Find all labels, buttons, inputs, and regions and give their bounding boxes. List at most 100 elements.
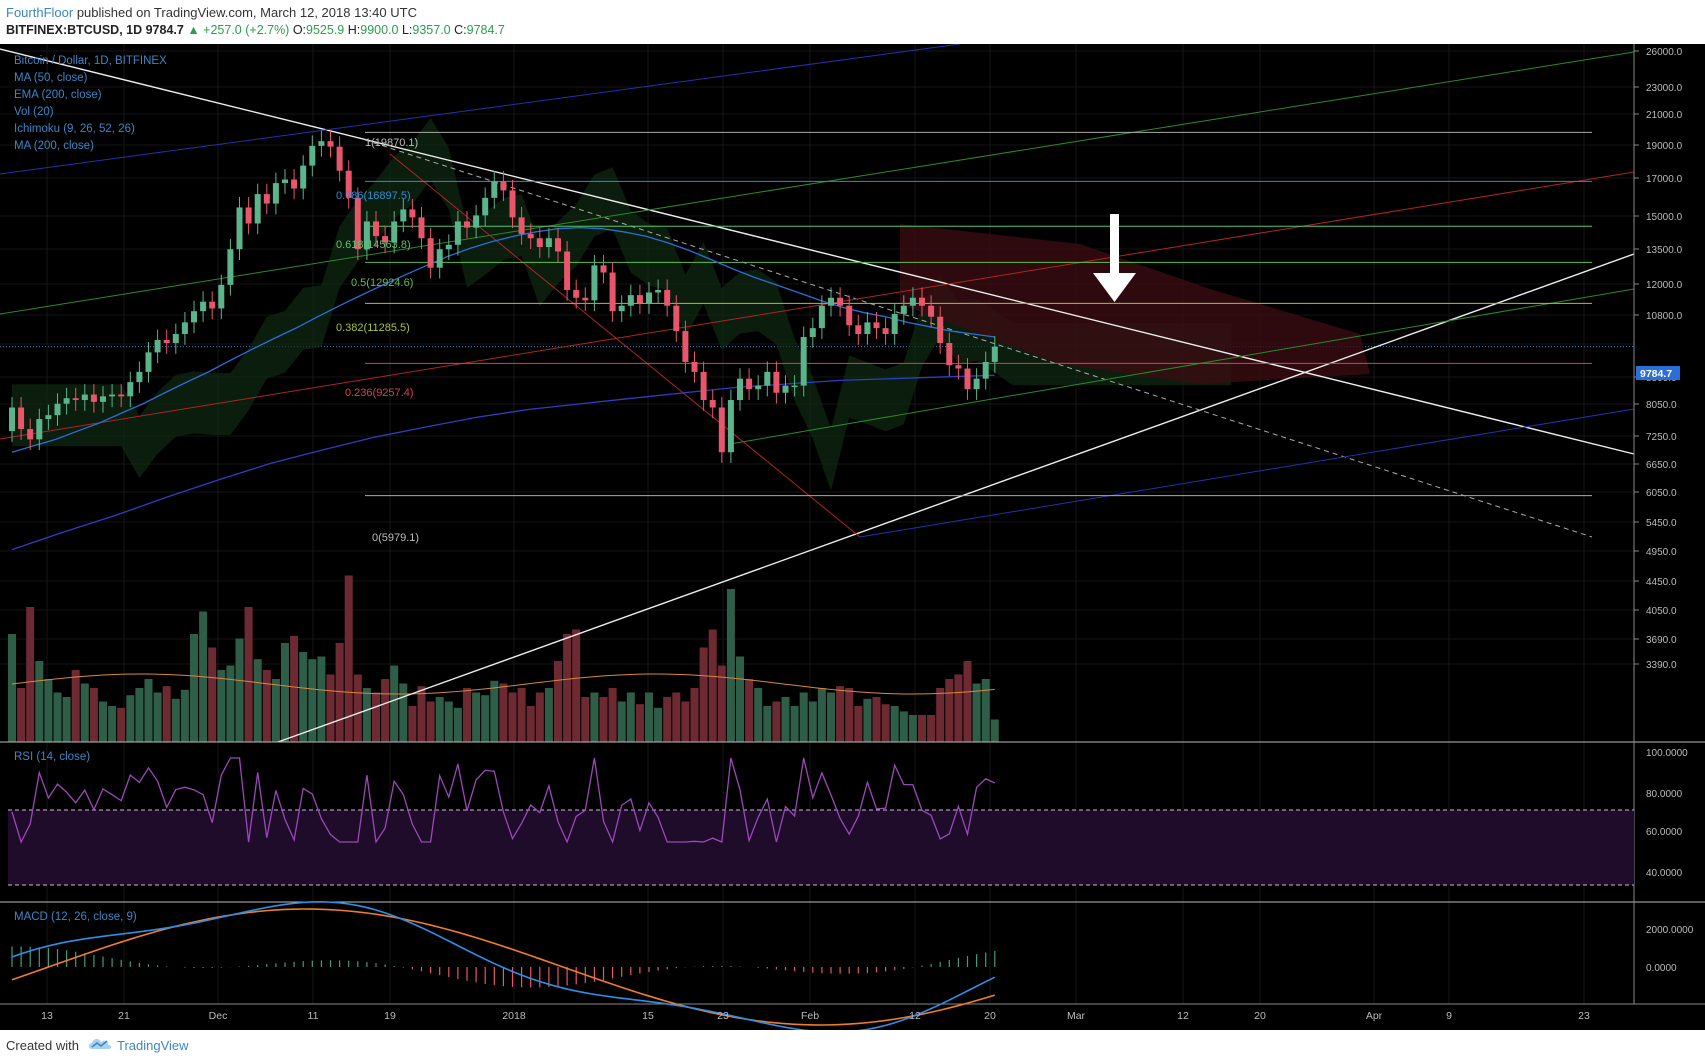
- candle-body: [655, 289, 662, 293]
- volume-bar: [872, 697, 881, 742]
- candle-body: [282, 179, 288, 184]
- volume-bar: [526, 706, 535, 742]
- candle-body: [336, 146, 343, 171]
- candle-body: [855, 325, 862, 335]
- candle-body: [818, 305, 825, 329]
- volume-bar: [226, 665, 235, 742]
- volume-bar: [17, 688, 26, 742]
- tradingview-cloud-icon[interactable]: [89, 1037, 111, 1051]
- volume-bar: [344, 575, 353, 742]
- legend-ma200[interactable]: MA (200, close): [14, 140, 94, 152]
- green-channel-upper: [0, 51, 1635, 315]
- price-tick: 5450.0: [1646, 518, 1677, 529]
- time-tick: 21: [118, 1010, 130, 1022]
- volume-bar: [390, 665, 399, 742]
- rsi-legend[interactable]: RSI (14, close): [14, 751, 90, 763]
- volume-bar: [62, 697, 71, 742]
- volume-bar: [463, 688, 471, 742]
- volume-bar: [854, 706, 863, 742]
- candle-body: [236, 207, 243, 250]
- candle-body: [609, 272, 616, 312]
- volume-bar: [180, 689, 189, 742]
- candle-body: [154, 340, 161, 353]
- volume-bar: [554, 661, 562, 742]
- time-tick: Dec: [209, 1010, 228, 1022]
- candle-body: [81, 394, 88, 401]
- volume-bar: [490, 680, 499, 742]
- candle-body: [900, 305, 907, 314]
- volume-bar: [126, 695, 135, 742]
- volume-bar: [317, 656, 326, 742]
- volume-bar: [845, 688, 854, 742]
- descending-resistance: [0, 48, 1635, 455]
- candle-body: [45, 415, 52, 420]
- chart-canvas[interactable]: 26000.0 23000.0 21000.0 19000.0 17000.0 15000…: [0, 44, 1705, 1030]
- author-link[interactable]: FourthFloor: [6, 5, 74, 20]
- ascending-support: [277, 253, 1635, 743]
- macd-tick: 0.0000: [1646, 963, 1677, 974]
- volume-bar: [927, 715, 936, 742]
- candle-body: [837, 297, 844, 306]
- volume-bar: [972, 683, 981, 742]
- tradingview-link[interactable]: TradingView: [117, 1038, 189, 1053]
- candle-body: [327, 141, 334, 147]
- legend-volume[interactable]: Vol (20): [14, 106, 54, 118]
- publisher-line: FourthFloor published on TradingView.com…: [6, 5, 417, 20]
- rsi-tick: 40.0000: [1646, 868, 1683, 879]
- trend-lines: [0, 44, 1635, 743]
- candle-body: [291, 179, 298, 189]
- candle-body: [928, 305, 935, 317]
- time-tick: 20: [984, 1010, 996, 1022]
- time-tick: 11: [308, 1010, 319, 1022]
- candle-body: [727, 400, 734, 453]
- candle-body: [109, 394, 116, 397]
- dashed-fib-diagonal: [364, 139, 1593, 538]
- volume-bar: [681, 701, 690, 742]
- candle-body: [509, 190, 516, 218]
- high-value: 9900.0: [360, 23, 399, 37]
- volume-bar: [936, 688, 945, 742]
- volume-bar: [44, 679, 53, 742]
- legend-ichimoku[interactable]: Ichimoku (9, 26, 52, 26): [14, 123, 135, 135]
- price-axis[interactable]: 26000.0 23000.0 21000.0 19000.0 17000.0 15000…: [1634, 47, 1694, 974]
- low-label: L:: [401, 23, 413, 37]
- volume-bar: [599, 697, 608, 742]
- candle-body: [964, 368, 971, 390]
- candle-body: [300, 165, 307, 189]
- volume-bar: [608, 688, 617, 742]
- rsi-tick: 100.0000: [1646, 748, 1688, 759]
- candle-body: [809, 328, 816, 337]
- candle-body: [982, 361, 989, 379]
- candle-body: [18, 407, 25, 430]
- volume-bar: [35, 661, 44, 742]
- blue-channel-upper: [0, 44, 961, 175]
- legend-ema200[interactable]: EMA (200, close): [14, 89, 102, 101]
- volume-bar: [827, 692, 835, 742]
- macd-legend[interactable]: MACD (12, 26, close, 9): [14, 911, 137, 923]
- time-tick: 12: [1177, 1010, 1189, 1022]
- volume-bar: [508, 692, 517, 742]
- time-axis[interactable]: 13 21 Dec 11 19 2018 15 23 Feb 12 20 Mar 12 20 Apr 9 23: [41, 1010, 1590, 1022]
- candle-body: [373, 221, 379, 237]
- candle-body: [937, 316, 944, 344]
- candle-body: [955, 365, 962, 369]
- candle-body: [36, 419, 43, 440]
- price-tick: 17000.0: [1646, 174, 1683, 185]
- candle-body: [718, 407, 725, 453]
- volume-bar: [717, 665, 726, 742]
- candle-body: [118, 394, 125, 397]
- volume-bar: [281, 643, 289, 742]
- candle-body: [27, 429, 34, 440]
- macd-pane: [11, 901, 996, 1030]
- candle-body: [200, 301, 207, 312]
- time-tick: 20: [1254, 1010, 1266, 1022]
- legend-ma50[interactable]: MA (50, close): [14, 72, 88, 84]
- candle-body: [145, 352, 152, 372]
- candle-body: [973, 378, 980, 390]
- volume-bar: [736, 656, 744, 742]
- candle-body: [500, 181, 507, 191]
- candle-body: [891, 313, 898, 335]
- volume-bar: [26, 607, 35, 742]
- candle-body: [63, 398, 70, 404]
- legend-main[interactable]: Bitcoin / Dollar, 1D, BITFINEX: [14, 55, 167, 67]
